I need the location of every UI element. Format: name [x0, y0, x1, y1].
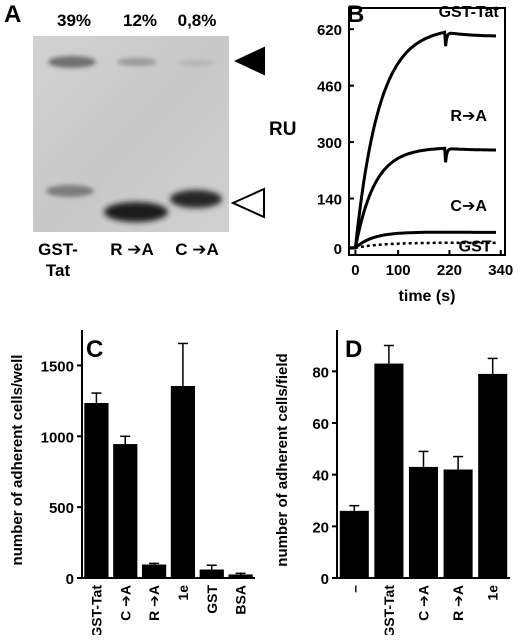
x-tick-label: 220: [437, 262, 462, 279]
y-axis-label: number of adherent cells/well: [9, 355, 26, 566]
series-label-0: GST-Tat: [439, 4, 500, 21]
sensorgram-line-2: [349, 230, 496, 250]
bar: [478, 373, 508, 578]
x-tick-label: C ➔A: [117, 585, 133, 621]
y-tick-label: 40: [312, 468, 329, 485]
series-label-2: C➔A: [450, 198, 487, 215]
x-tick-label: R ➔A: [146, 585, 162, 621]
lane-label-3: C ➔A: [175, 240, 219, 259]
panel-c-letter: C: [86, 336, 103, 363]
x-tick-label: 100: [386, 262, 411, 279]
bar: [141, 564, 167, 578]
x-tick-label: 0: [351, 262, 359, 279]
bar: [339, 510, 369, 578]
x-tick-label: GST-Tat: [88, 585, 104, 635]
gel-band-lower-2: [104, 202, 168, 222]
x-tick-label: 1e: [175, 585, 191, 601]
panel-d-letter: D: [345, 336, 362, 363]
bar: [443, 469, 473, 578]
gel-band-lower-3: [170, 190, 222, 208]
y-tick-label: 20: [312, 519, 329, 536]
y-tick-label: 1000: [41, 429, 74, 446]
panel-a-svg: A 39% 12% 0,8% GST- Tat R ➔A C ➔A: [4, 1, 266, 280]
y-tick-label: 140: [317, 192, 342, 209]
bar: [84, 402, 109, 578]
x-tick-label: BSA: [233, 585, 249, 615]
panel-a-letter: A: [4, 1, 21, 28]
percent-label-3: 0,8%: [178, 11, 217, 30]
bar: [199, 569, 224, 578]
y-tick-label: 0: [334, 241, 342, 258]
y-tick-label: 500: [49, 500, 74, 517]
y-tick-label: 80: [312, 364, 329, 381]
y-tick-label: 460: [317, 79, 342, 96]
filled-triangle-icon: [234, 46, 266, 76]
y-tick-label: 300: [317, 135, 342, 152]
x-tick-label: R ➔A: [450, 585, 466, 621]
x-tick-label: GST-Tat: [381, 585, 397, 635]
series-label-1: R➔A: [450, 108, 487, 125]
panel-d-chart: D 0 20 40 60 80 – GST-Tat C ➔A R ➔A 1e number of a…: [274, 330, 510, 638]
panel-c-chart: C 0 500 1000 1500 GST-Tat C ➔A R ➔A 1e GST BSA num…: [9, 330, 255, 638]
y-tick-label: 0: [66, 571, 74, 588]
y-tick-label: 0: [321, 571, 329, 588]
y-tick-label: 1500: [41, 358, 74, 375]
y-tick-label: 620: [317, 22, 342, 39]
plot-frame: [348, 7, 506, 256]
x-tick-label: 1e: [485, 585, 501, 601]
series-label-3: GST: [459, 238, 492, 255]
panel-c: C 0 500 1000 1500 GST-Tat C ➔A R ➔A 1e GST BSA num…: [0, 310, 265, 638]
y-tick-label: 60: [312, 416, 329, 433]
x-tick-label: 340: [488, 262, 513, 279]
sensorgram-line-1: [349, 146, 496, 250]
bar: [374, 363, 404, 578]
bar: [228, 574, 253, 578]
gel-band-upper-3: [178, 60, 214, 66]
panel-a: A 39% 12% 0,8% GST- Tat R ➔A C ➔A: [0, 0, 266, 285]
gel-band-lower-1: [46, 185, 94, 197]
y-axis-label: number of adherent cells/field: [274, 353, 291, 566]
panel-b: B 0 140 300 460 620 0 100 220 340 RU time (s) GST-T…: [265, 0, 520, 310]
x-tick-label: C ➔A: [416, 585, 432, 621]
x-tick-label: GST: [204, 585, 220, 614]
lane-label-1-line1: GST-: [38, 240, 78, 259]
panel-d: D 0 20 40 60 80 – GST-Tat C ➔A R ➔A 1e number of a…: [265, 310, 520, 638]
gel-band-upper-1: [48, 56, 96, 68]
sensorgram-line-0: [349, 30, 496, 250]
open-triangle-icon: [230, 187, 265, 219]
lane-label-2: R ➔A: [110, 240, 154, 259]
x-tick-label: –: [346, 585, 362, 593]
lane-label-1-line2: Tat: [46, 261, 71, 280]
percent-label-2: 12%: [123, 11, 157, 30]
percent-label-1: 39%: [57, 11, 91, 30]
x-axis-label: time (s): [399, 288, 456, 305]
y-axis-label: RU: [269, 119, 296, 140]
bar: [170, 385, 196, 578]
bar: [408, 466, 439, 578]
gel-band-upper-2: [117, 58, 157, 66]
bar: [113, 444, 138, 578]
sensorgram-line-3: [349, 241, 496, 250]
